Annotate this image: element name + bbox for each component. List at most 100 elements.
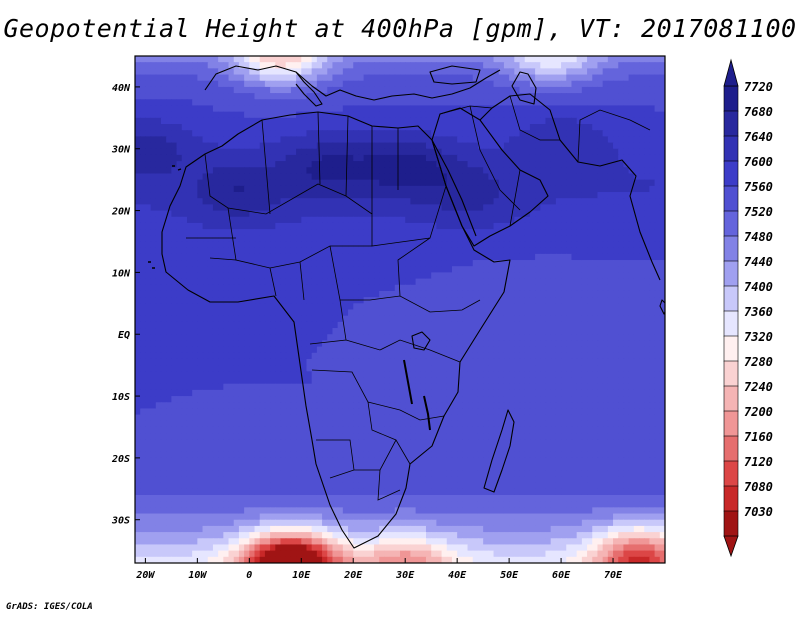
- field-cell: [519, 266, 526, 273]
- field-cell: [519, 198, 526, 205]
- field-cell: [483, 321, 489, 329]
- field-cell: [597, 161, 604, 168]
- field-cell: [654, 130, 661, 137]
- field-cell: [649, 117, 656, 125]
- field-cell: [145, 346, 152, 354]
- field-cell: [264, 229, 271, 236]
- field-cell: [597, 80, 604, 88]
- field-cell: [639, 253, 645, 261]
- field-cell: [160, 321, 167, 329]
- field-cell: [566, 136, 573, 144]
- field-cell: [197, 111, 204, 119]
- field-cell: [529, 161, 536, 168]
- field-cell: [275, 62, 282, 69]
- field-cell: [228, 198, 235, 205]
- field-cell: [374, 142, 380, 150]
- field-cell: [280, 130, 287, 137]
- field-cell: [358, 161, 365, 168]
- field-cell: [254, 99, 261, 107]
- field-cell: [400, 86, 406, 94]
- field-cell: [275, 105, 282, 113]
- field-cell: [415, 222, 422, 230]
- field-cell: [155, 315, 162, 323]
- field-cell: [155, 328, 162, 335]
- field-cell: [633, 241, 640, 249]
- field-cell: [259, 148, 266, 156]
- field-cell: [550, 105, 557, 113]
- field-cell: [374, 222, 380, 230]
- field-cell: [353, 266, 360, 273]
- field-cell: [384, 154, 391, 162]
- field-cell: [602, 216, 609, 224]
- field-cell: [498, 86, 505, 94]
- field-cell: [587, 272, 593, 280]
- field-cell: [301, 272, 308, 280]
- field-cell: [212, 86, 219, 94]
- field-cell: [285, 161, 292, 168]
- field-cell: [566, 99, 573, 107]
- field-cell: [592, 297, 599, 304]
- field-cell: [264, 93, 271, 100]
- field-cell: [259, 204, 266, 212]
- field-cell: [218, 278, 224, 286]
- field-cell: [607, 340, 614, 348]
- field-cell: [368, 56, 375, 63]
- field-cell: [425, 105, 432, 113]
- field-cell: [659, 185, 665, 193]
- field-cell: [301, 74, 308, 82]
- field-cell: [607, 93, 614, 100]
- field-cell: [659, 315, 665, 323]
- field-cell: [441, 154, 448, 162]
- field-cell: [264, 253, 271, 261]
- field-cell: [311, 117, 318, 125]
- field-cell: [540, 222, 547, 230]
- field-cell: [306, 297, 313, 304]
- field-cell: [254, 260, 261, 267]
- field-cell: [394, 198, 401, 205]
- field-cell: [488, 185, 495, 193]
- field-cell: [311, 148, 318, 156]
- field-cell: [207, 105, 214, 113]
- field-cell: [613, 328, 619, 335]
- field-cell: [337, 80, 344, 88]
- field-cell: [400, 192, 406, 199]
- field-cell: [576, 148, 583, 156]
- field-cell: [332, 93, 339, 100]
- field-cell: [327, 86, 334, 94]
- field-cell: [545, 130, 552, 137]
- field-cell: [332, 62, 339, 69]
- field-cell: [140, 105, 146, 113]
- field-cell: [348, 235, 354, 243]
- field-cell: [264, 99, 271, 107]
- field-cell: [410, 167, 417, 175]
- field-cell: [207, 334, 214, 342]
- field-cell: [654, 136, 661, 144]
- field-cell: [140, 253, 146, 261]
- field-cell: [285, 266, 292, 273]
- field-cell: [171, 179, 178, 187]
- field-cell: [155, 334, 162, 342]
- field-cell: [659, 204, 665, 212]
- field-cell: [425, 266, 432, 273]
- field-cell: [420, 272, 427, 280]
- field-cell: [581, 216, 588, 224]
- field-cell: [503, 198, 510, 205]
- field-cell: [186, 222, 193, 230]
- field-cell: [160, 161, 167, 168]
- field-cell: [135, 247, 141, 255]
- field-cell: [644, 266, 651, 273]
- field-cell: [405, 247, 411, 255]
- field-cell: [587, 352, 593, 360]
- field-cell: [519, 99, 526, 107]
- field-cell: [503, 80, 510, 88]
- field-cell: [483, 290, 489, 298]
- field-cell: [613, 278, 619, 286]
- field-cell: [145, 260, 152, 267]
- field-cell: [155, 99, 162, 107]
- field-cell: [332, 260, 339, 267]
- field-cell: [223, 253, 230, 261]
- field-cell: [503, 130, 510, 137]
- field-cell: [306, 105, 313, 113]
- field-cell: [332, 241, 339, 249]
- field-cell: [270, 56, 276, 63]
